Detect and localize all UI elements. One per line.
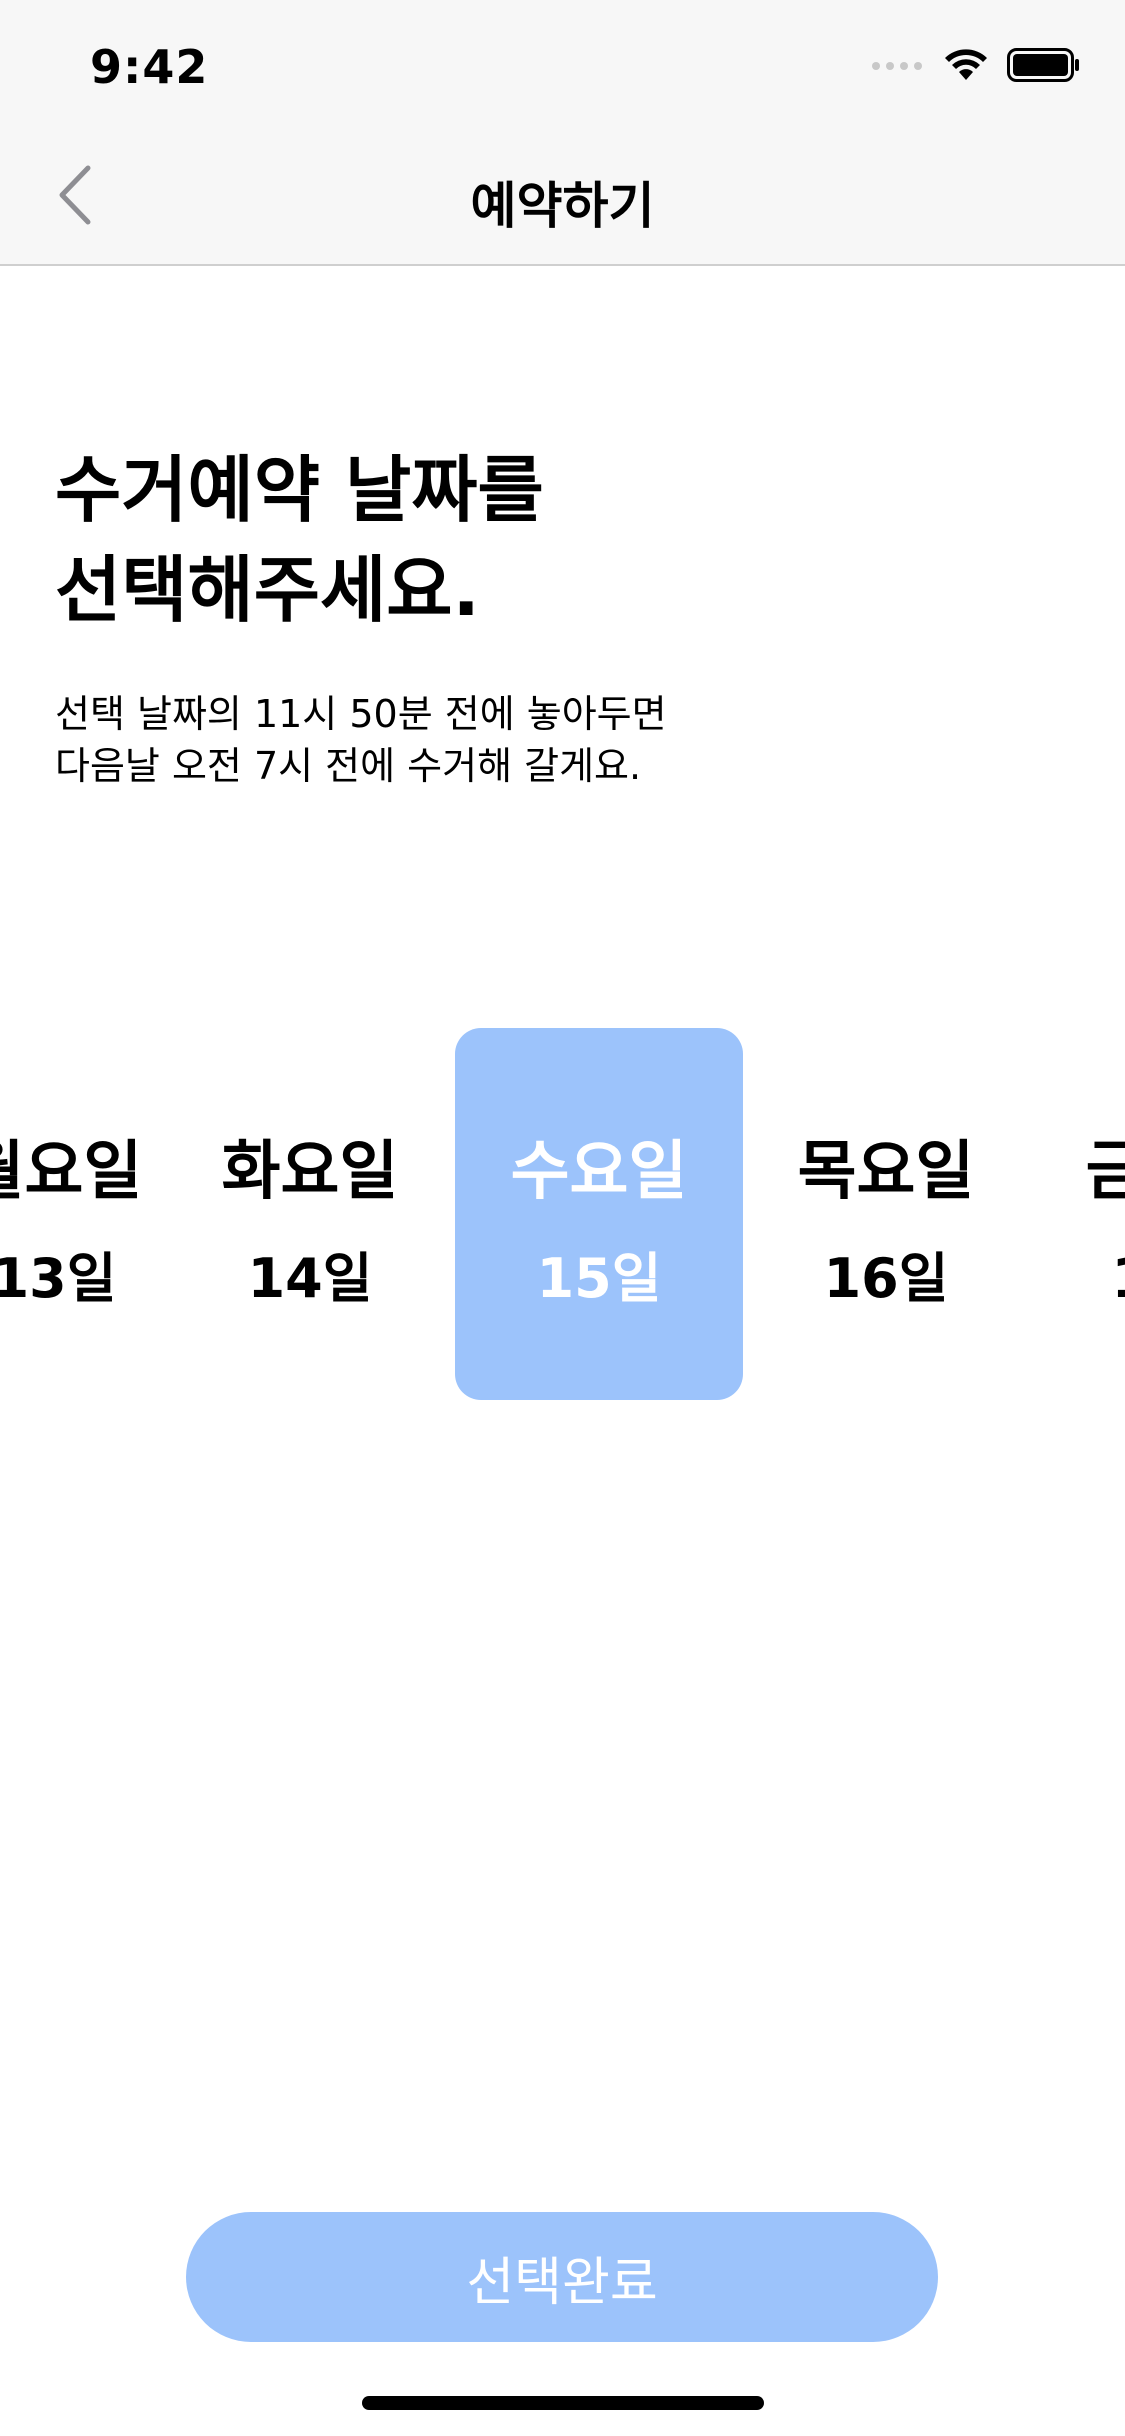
wifi-icon xyxy=(943,48,989,86)
day-date: 16일 xyxy=(823,1247,949,1310)
signal-icon xyxy=(871,58,925,77)
day-weekday: 월요일 xyxy=(0,1135,143,1209)
day-weekday: 화요일 xyxy=(221,1135,399,1209)
page-title: 예약하기 xyxy=(470,177,655,235)
status-icons xyxy=(871,48,1081,86)
day-weekday: 수요일 xyxy=(510,1135,688,1209)
battery-icon xyxy=(1007,48,1081,86)
day-date: 15일 xyxy=(536,1247,662,1310)
back-button[interactable] xyxy=(40,162,110,232)
back-chevron-icon xyxy=(55,164,95,230)
nav-bar: 예약하기 xyxy=(0,132,1125,266)
day-item-tuesday[interactable]: 화요일 14일 xyxy=(166,1028,454,1400)
day-date: 14일 xyxy=(247,1247,373,1310)
complete-button[interactable]: 선택완료 xyxy=(186,2212,938,2342)
day-item-wednesday[interactable]: 수요일 15일 xyxy=(455,1028,743,1400)
day-item-thursday[interactable]: 목요일 16일 xyxy=(742,1028,1030,1400)
status-bar: 9:42 xyxy=(0,0,1125,132)
home-indicator[interactable] xyxy=(362,2396,764,2410)
main-heading: 수거예약 날짜를 선택해주세요. xyxy=(55,448,544,632)
day-weekday: 목요일 xyxy=(797,1135,975,1209)
day-date: 17일 xyxy=(1030,1234,1125,1313)
day-weekday: 금요일 xyxy=(1085,1135,1125,1209)
day-item-monday[interactable]: 월요일 13일 xyxy=(0,1028,198,1400)
status-time: 9:42 xyxy=(90,40,209,94)
day-picker[interactable]: 월요일 13일 화요일 14일 수요일 15일 목요일 16일 금요일 17일 xyxy=(0,1028,1125,1400)
day-item-friday[interactable]: 금요일 17일 xyxy=(1030,1028,1125,1400)
day-date: 13일 xyxy=(0,1247,117,1310)
pickup-description: 선택 날짜의 11시 50분 전에 놓아두면 다음날 오전 7시 전에 수거해 … xyxy=(55,692,667,788)
